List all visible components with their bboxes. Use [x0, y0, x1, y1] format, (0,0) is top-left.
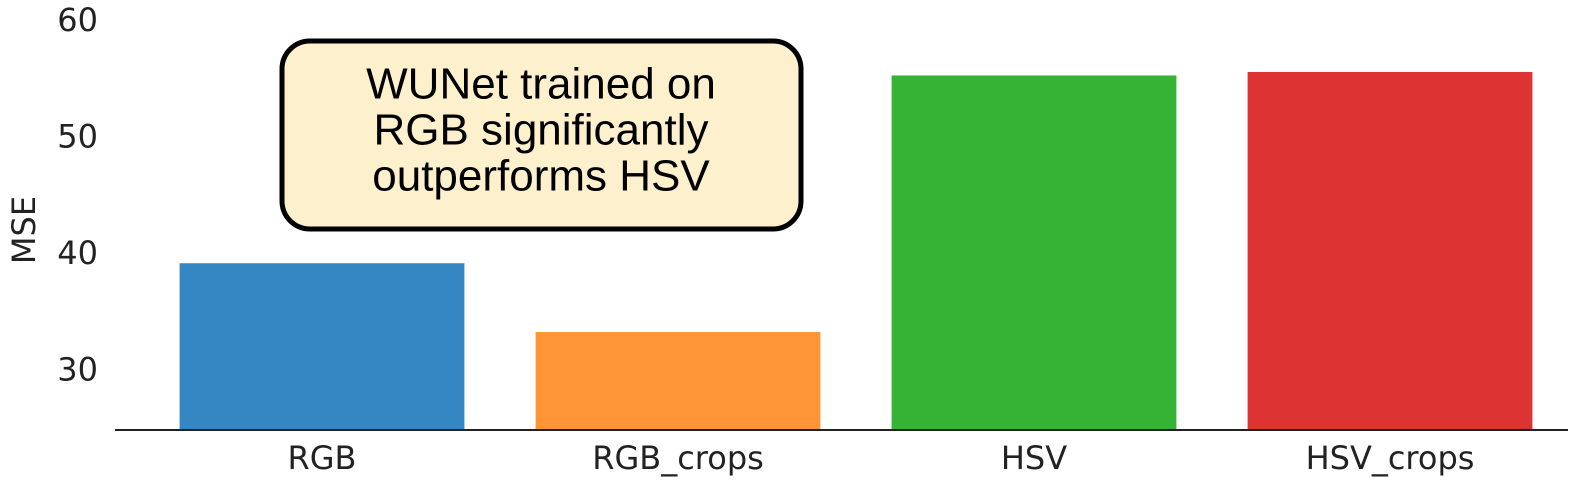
y-tick-label: 60: [57, 1, 98, 39]
bar: [535, 332, 821, 430]
annotation-text: outperforms HSV: [372, 152, 710, 201]
y-axis-label: MSE: [5, 196, 43, 264]
annotation-text: RGB significantly: [373, 106, 708, 155]
annotation-text: WUNet trained on: [366, 60, 716, 109]
x-tick-label: HSV: [1001, 439, 1067, 477]
x-tick-label: RGB_crops: [592, 439, 764, 477]
y-tick-label: 30: [57, 351, 98, 389]
x-tick-label: RGB: [288, 439, 357, 477]
bar: [179, 263, 465, 430]
annotation-box: [279, 38, 804, 232]
bar: [1247, 71, 1533, 431]
bar: [891, 75, 1177, 431]
y-tick-label: 40: [57, 234, 98, 272]
y-tick-label: 50: [57, 117, 98, 155]
x-tick-label: HSV_crops: [1306, 439, 1475, 477]
